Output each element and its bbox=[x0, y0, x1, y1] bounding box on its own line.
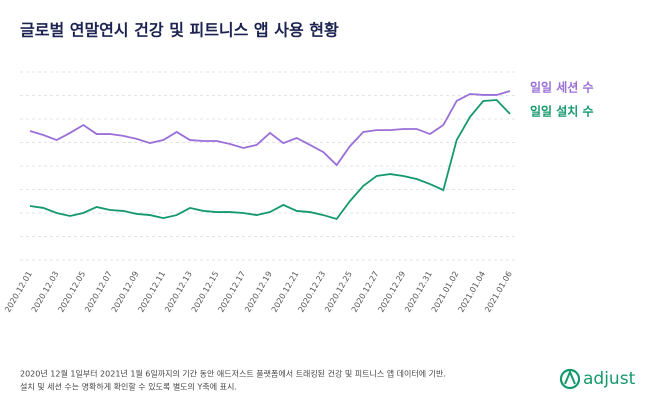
logo-icon bbox=[564, 369, 576, 385]
x-tick-label: 2020.12.07 bbox=[83, 270, 114, 314]
x-tick-label: 2021.01.02 bbox=[430, 270, 461, 314]
x-tick-label: 2020.12.23 bbox=[297, 270, 328, 314]
x-tick-label: 2020.12.25 bbox=[323, 270, 354, 314]
line bbox=[29, 99, 511, 221]
x-tick-label: 2020.12.15 bbox=[190, 270, 221, 314]
x-tick-label: 2020.12.13 bbox=[163, 270, 194, 314]
x-tick-label: 2020.12.03 bbox=[30, 270, 61, 314]
x-tick-label: 2020.12.31 bbox=[403, 270, 434, 314]
x-tick-label: 2020.12.29 bbox=[377, 270, 408, 314]
legend-label: 일일 설치 수 bbox=[530, 104, 594, 119]
x-tick-label: 2020.12.19 bbox=[243, 270, 274, 314]
logo: adjust bbox=[559, 368, 636, 390]
x-tick-label: 2020.12.17 bbox=[217, 270, 248, 314]
x-tick-label: 2020.12.09 bbox=[110, 270, 141, 314]
x-tick-label: 2020.12.05 bbox=[57, 270, 88, 314]
x-tick-label: 2020.12.01 bbox=[3, 270, 34, 314]
legend-label: 일일 세션 수 bbox=[530, 80, 594, 95]
footnote: 설치 및 세션 수는 명확하게 확인할 수 있도록 별도의 Y축에 표시. bbox=[20, 382, 237, 392]
footnote: 2020년 12월 1일부터 2021년 1월 6일까지의 기간 동안 애드저스… bbox=[20, 369, 446, 379]
x-tick-label: 2020.12.27 bbox=[350, 270, 381, 314]
logo-text: adjust bbox=[583, 369, 636, 389]
chart-title: 글로벌 연말연시 건강 및 피트니스 앱 사용 현황 bbox=[20, 21, 339, 40]
x-tick-label: 2021.01.06 bbox=[483, 270, 514, 314]
x-tick-label: 2020.12.11 bbox=[137, 270, 168, 314]
x-tick-label: 2020.12.21 bbox=[270, 270, 301, 314]
x-tick-label: 2021.01.04 bbox=[457, 270, 488, 314]
line bbox=[29, 90, 511, 167]
